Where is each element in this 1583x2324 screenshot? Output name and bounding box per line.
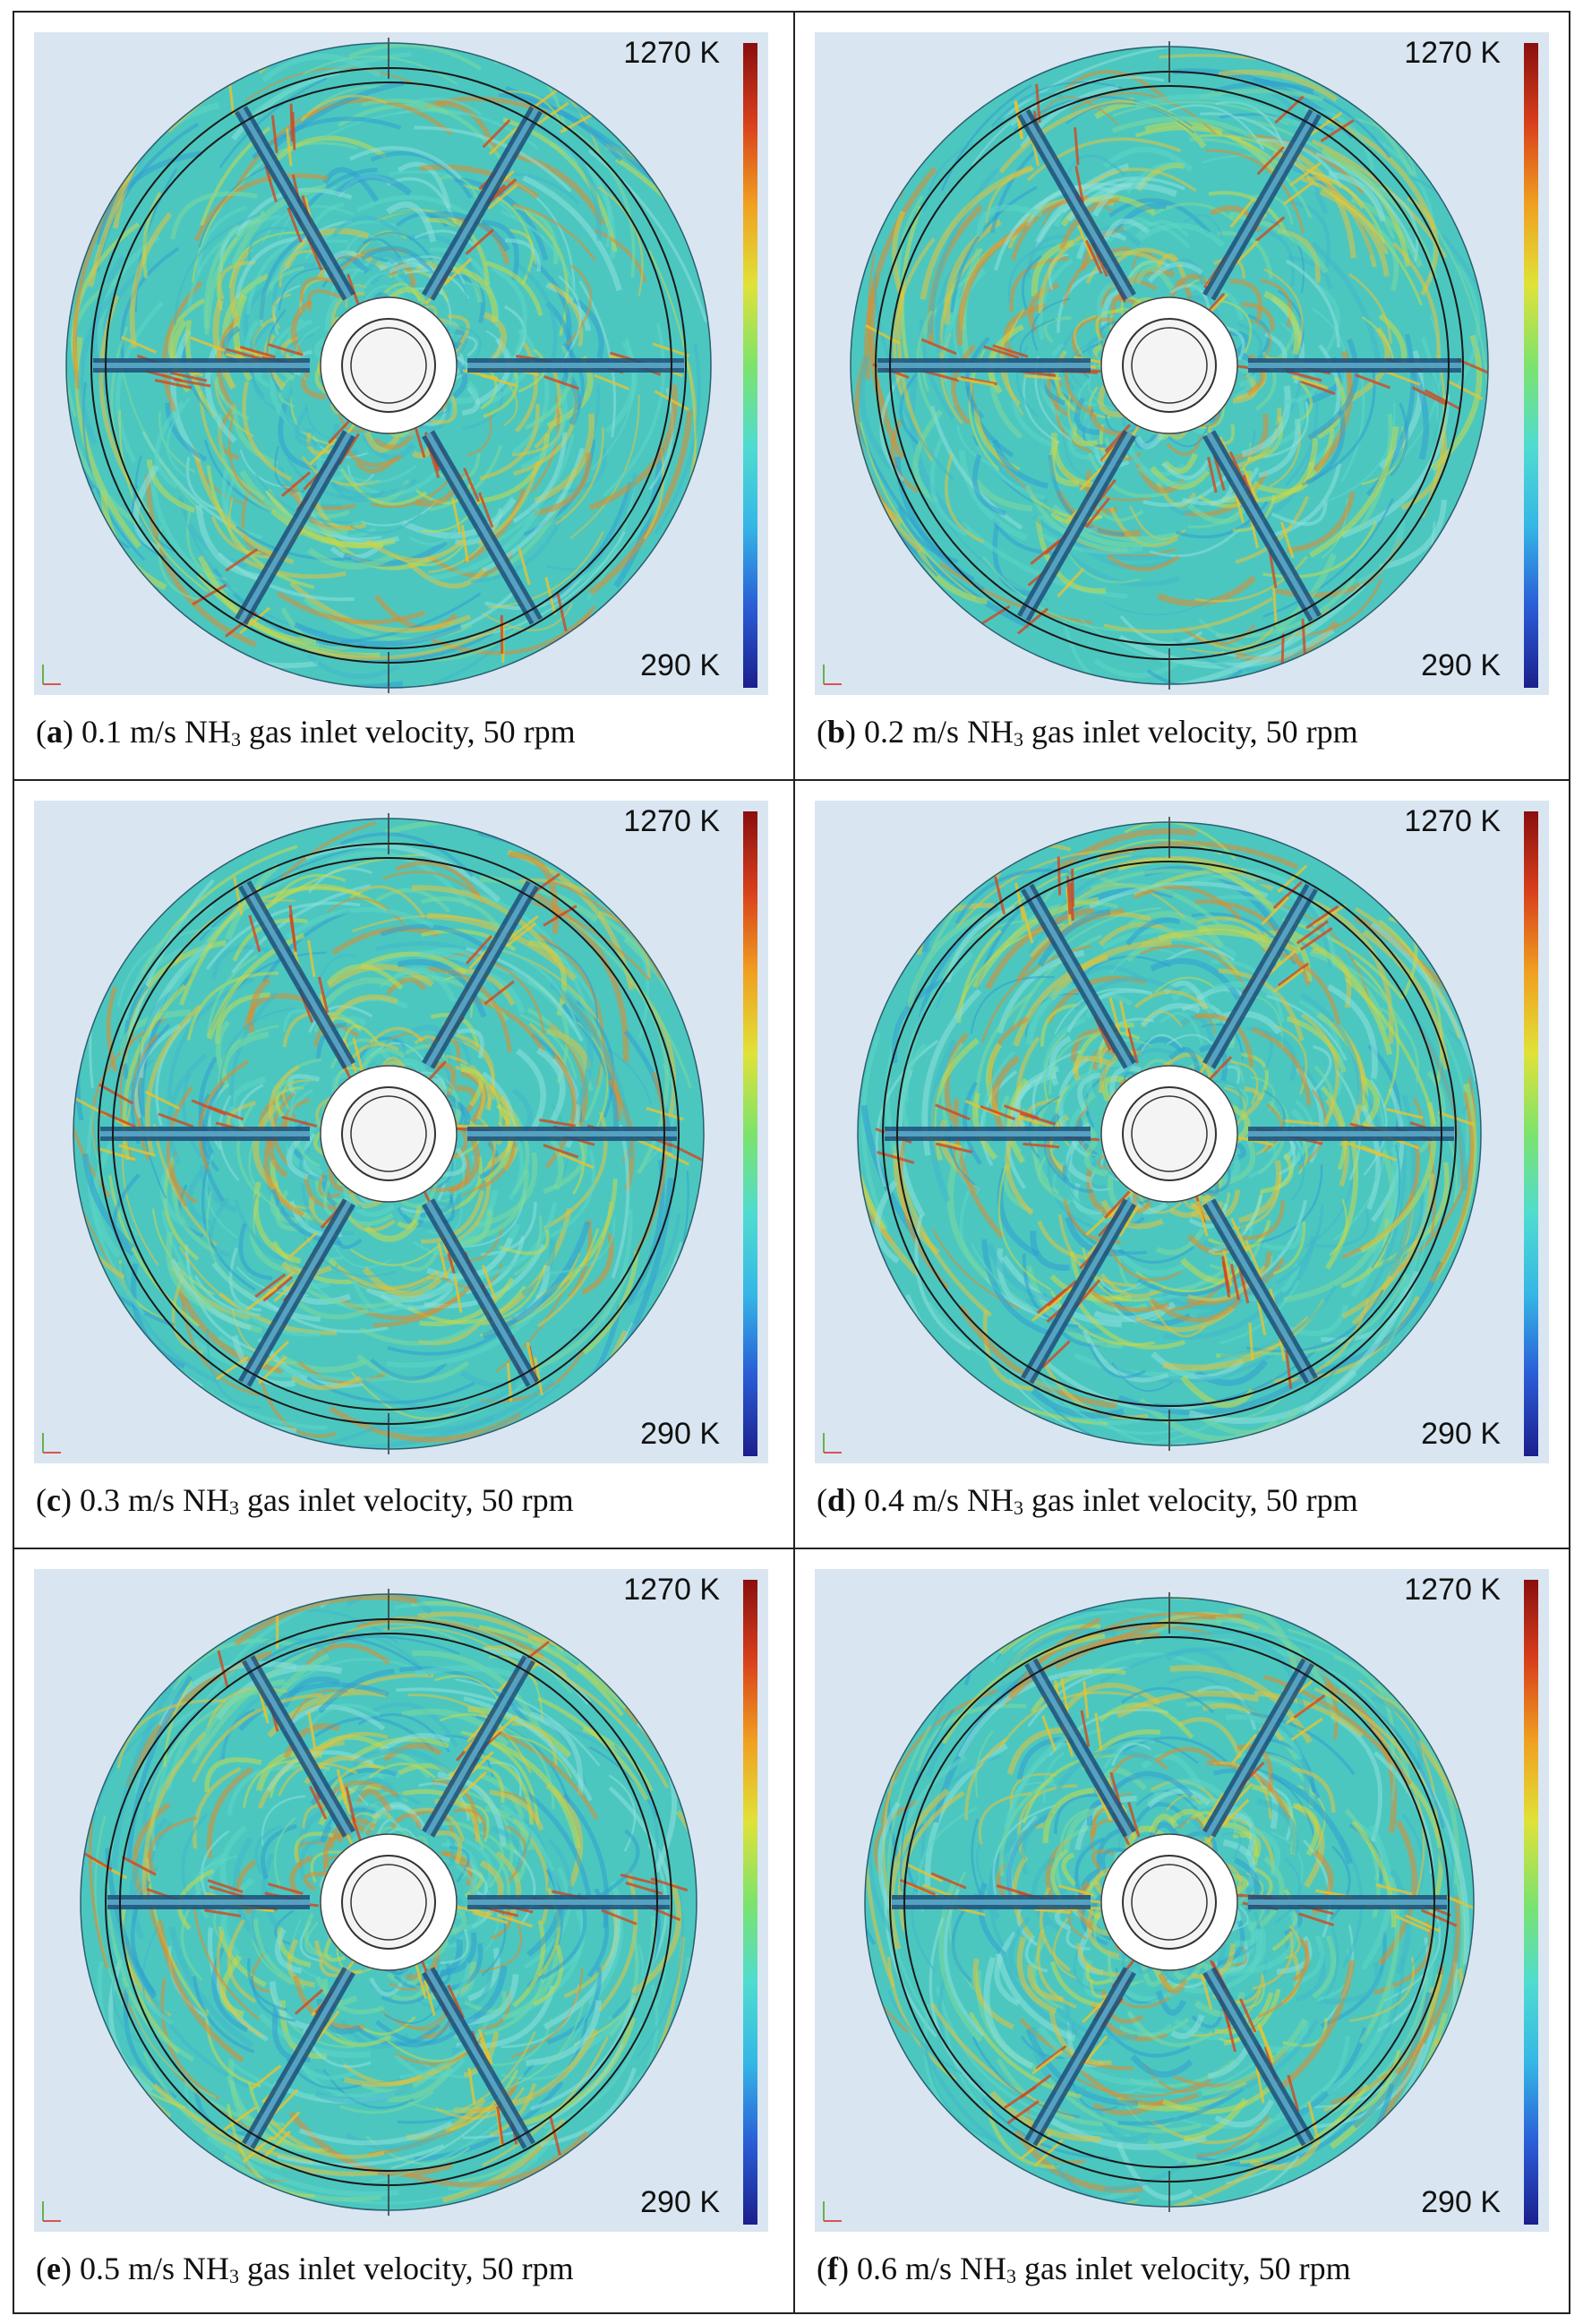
scale-max-label: 1270 K bbox=[1404, 804, 1501, 838]
panel-caption-e: (e) 0.5 m/s NH3 gas inlet velocity, 50 r… bbox=[36, 2251, 574, 2287]
panel-c: 1270 K 290 K (c) 0.3 m/s NH3 gas inlet v… bbox=[14, 781, 792, 1548]
panel-caption-d: (d) 0.4 m/s NH3 gas inlet velocity, 50 r… bbox=[817, 1482, 1358, 1519]
inner-ring bbox=[903, 1636, 1435, 2168]
inner-ring bbox=[889, 85, 1450, 646]
inner-ring bbox=[105, 81, 672, 649]
grid-divider-horizontal-1 bbox=[14, 779, 1569, 781]
temperature-field-d bbox=[823, 811, 1538, 1456]
scale-max-label: 1270 K bbox=[623, 36, 720, 70]
colorbar bbox=[743, 811, 757, 1456]
scale-max-label: 1270 K bbox=[623, 1573, 720, 1607]
colorbar bbox=[743, 1580, 757, 2225]
temperature-field-c bbox=[42, 811, 757, 1456]
inner-ring bbox=[896, 861, 1442, 1407]
simulation-image-a: 1270 K 290 K bbox=[34, 32, 768, 695]
inner-ring bbox=[119, 1633, 658, 2172]
simulation-image-c: 1270 K 290 K bbox=[34, 801, 768, 1463]
grid-divider-horizontal-2 bbox=[14, 1548, 1569, 1549]
temperature-field-e bbox=[42, 1580, 757, 2225]
colorbar bbox=[1524, 43, 1538, 688]
panel-caption-a: (a) 0.1 m/s NH3 gas inlet velocity, 50 r… bbox=[36, 714, 576, 750]
scale-max-label: 1270 K bbox=[1404, 1573, 1501, 1607]
scale-min-label: 290 K bbox=[1421, 1417, 1501, 1451]
temperature-field-a bbox=[42, 38, 757, 693]
panel-caption-f: (f) 0.6 m/s NH3 gas inlet velocity, 50 r… bbox=[817, 2251, 1351, 2287]
panel-d: 1270 K 290 K (d) 0.4 m/s NH3 gas inlet v… bbox=[795, 781, 1572, 1548]
simulation-image-e: 1270 K 290 K bbox=[34, 1569, 768, 2232]
panel-caption-b: (b) 0.2 m/s NH3 gas inlet velocity, 50 r… bbox=[817, 714, 1358, 750]
panel-e: 1270 K 290 K (e) 0.5 m/s NH3 gas inlet v… bbox=[14, 1549, 792, 2316]
panel-f: 1270 K 290 K (f) 0.6 m/s NH3 gas inlet v… bbox=[795, 1549, 1572, 2316]
simulation-image-b: 1270 K 290 K bbox=[815, 32, 1549, 695]
colorbar bbox=[1524, 811, 1538, 1456]
scale-min-label: 290 K bbox=[1421, 648, 1501, 682]
scale-min-label: 290 K bbox=[640, 1417, 720, 1451]
colorbar bbox=[1524, 1580, 1538, 2225]
colorbar bbox=[743, 43, 757, 688]
simulation-image-f: 1270 K 290 K bbox=[815, 1569, 1549, 2232]
scale-min-label: 290 K bbox=[1421, 2185, 1501, 2219]
panel-b: 1270 K 290 K (b) 0.2 m/s NH3 gas inlet v… bbox=[795, 13, 1572, 779]
simulation-image-d: 1270 K 290 K bbox=[815, 801, 1549, 1463]
grid-divider-vertical bbox=[793, 13, 795, 2312]
panel-a: 1270 K 290 K (a) 0.1 m/s NH3 gas inlet v… bbox=[14, 13, 792, 779]
scale-max-label: 1270 K bbox=[1404, 36, 1501, 70]
panel-caption-c: (c) 0.3 m/s NH3 gas inlet velocity, 50 r… bbox=[36, 1482, 574, 1519]
temperature-field-b bbox=[823, 41, 1538, 690]
figure-grid: 1270 K 290 K (a) 0.1 m/s NH3 gas inlet v… bbox=[13, 11, 1570, 2314]
inner-ring bbox=[112, 857, 665, 1411]
scale-max-label: 1270 K bbox=[623, 804, 720, 838]
scale-min-label: 290 K bbox=[640, 648, 720, 682]
scale-min-label: 290 K bbox=[640, 2185, 720, 2219]
temperature-field-f bbox=[823, 1580, 1538, 2225]
